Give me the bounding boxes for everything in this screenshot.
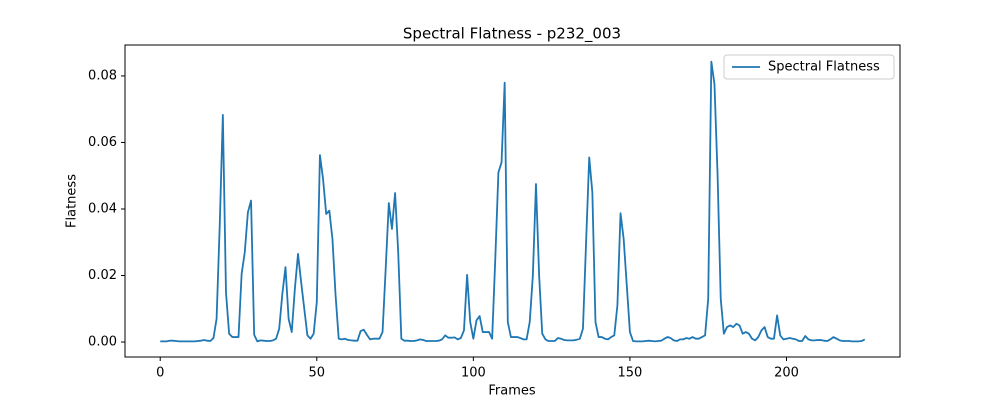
y-tick-label: 0.02: [88, 268, 117, 283]
y-tick-label: 0.06: [88, 135, 117, 150]
x-tick-label: 0: [156, 366, 164, 381]
chart-title: Spectral Flatness - p232_003: [403, 25, 621, 44]
y-tick-label: 0.00: [88, 335, 117, 350]
data-line: [160, 60, 866, 343]
x-tick-label: 100: [461, 366, 486, 381]
x-axis-label: Frames: [488, 384, 536, 399]
plot-frame: [124, 44, 901, 358]
y-tick-label: 0.04: [88, 201, 117, 216]
y-axis-label: Flatness: [65, 174, 80, 228]
x-tick-label: 50: [309, 366, 326, 381]
y-tick-label: 0.08: [88, 68, 117, 83]
legend-box: [723, 54, 895, 80]
x-tick-label: 200: [774, 366, 799, 381]
x-tick-label: 150: [618, 366, 643, 381]
legend-label: Spectral Flatness: [768, 60, 880, 75]
